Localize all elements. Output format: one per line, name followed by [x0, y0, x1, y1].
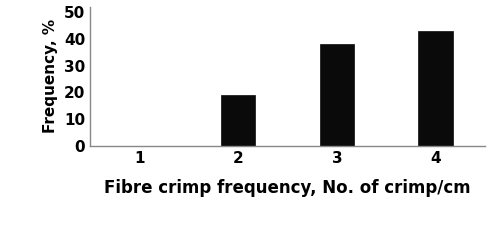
- Bar: [418, 31, 453, 146]
- Bar: [221, 95, 256, 146]
- X-axis label: Fibre crimp frequency, No. of crimp/cm: Fibre crimp frequency, No. of crimp/cm: [104, 180, 471, 197]
- Y-axis label: Frequency, %: Frequency, %: [43, 19, 58, 133]
- Bar: [320, 44, 354, 146]
